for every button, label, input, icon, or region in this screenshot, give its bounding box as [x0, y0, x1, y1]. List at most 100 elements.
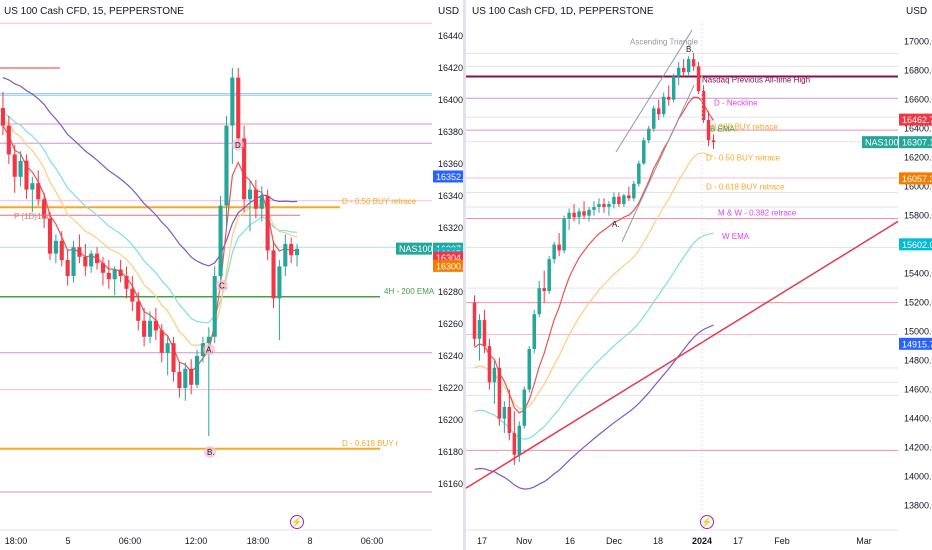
right-candle-body — [582, 211, 586, 216]
right-ma-line-0 — [474, 324, 714, 490]
left-candle-body — [83, 256, 88, 267]
right-price-tag: 16057.3 — [902, 174, 932, 184]
right-candle-body — [671, 76, 676, 100]
right-x-tick: 17 — [733, 536, 743, 546]
right-y-tick: 15800.0 — [904, 211, 932, 221]
right-candle-body — [557, 244, 561, 251]
left-point-marker-1 — [216, 279, 228, 292]
right-y-tick: 16000.0 — [904, 182, 932, 192]
right-candle-body — [597, 204, 601, 207]
right-candle-body — [552, 244, 556, 260]
right-y-tick: 14400.0 — [904, 414, 932, 424]
left-chart-svg[interactable]: 16440.0 16420.0 16400.0 16380.0 16360.0 16340… — [0, 0, 463, 550]
left-ma-line-2 — [2, 118, 298, 347]
right-candle-body — [681, 67, 686, 73]
right-candle-body — [562, 218, 566, 251]
right-y-tick: 16600.0 — [904, 95, 932, 105]
right-chart-svg[interactable]: 17000.0 16800.0 16600.0 16400.0 16200.0 16000… — [466, 0, 932, 550]
left-candle-body — [18, 160, 23, 177]
right-candle-body — [527, 348, 532, 390]
left-candle-body — [259, 196, 264, 209]
left-y-tick: 16280.0 — [438, 287, 463, 297]
right-candle-body — [617, 196, 621, 205]
right-y-tick: 14000.0 — [904, 472, 932, 482]
left-candle-body — [65, 260, 70, 276]
right-y-tick: 16200.0 — [904, 153, 932, 163]
right-y-tick: 14200.0 — [904, 443, 932, 453]
right-price-tag: 16307.1 — [902, 138, 932, 148]
right-candle-body — [537, 288, 541, 315]
right-candle-body — [666, 96, 671, 100]
right-triangle-line-upper — [615, 29, 693, 153]
left-level-label-2: D - 0.618 BUY r — [342, 439, 399, 448]
left-candle-body — [118, 269, 123, 276]
left-candle-body — [147, 320, 153, 337]
left-candle-body — [236, 77, 241, 139]
left-candle-body — [283, 244, 288, 267]
right-y-tick: 13800.0 — [904, 501, 932, 511]
left-candle-body — [136, 301, 141, 321]
left-y-tick: 16440.0 — [438, 31, 463, 41]
right-candle-body — [517, 425, 522, 455]
left-candle-body — [153, 320, 158, 331]
right-lightning-icon[interactable]: ⚡ — [700, 515, 714, 529]
left-ma-line-1 — [2, 112, 298, 324]
right-annotation-8: W EMA — [722, 232, 750, 241]
right-price-tag: NAS100 — [865, 138, 899, 148]
left-candle-body — [271, 250, 276, 299]
right-currency-label: USD — [906, 6, 928, 17]
right-candle-body — [706, 120, 711, 141]
left-candle-body — [200, 343, 205, 356]
right-ma-line-2 — [474, 152, 714, 411]
left-y-tick: 16200.0 — [438, 415, 463, 425]
left-currency-label: USD — [438, 6, 460, 17]
right-x-tick: 2024 — [692, 536, 712, 546]
left-x-tick: 8 — [307, 536, 312, 546]
right-candle-body — [642, 140, 646, 164]
left-price-tag: NAS100 — [399, 244, 433, 254]
left-lightning-icon[interactable]: ⚡ — [290, 515, 304, 529]
left-y-tick: 16320.0 — [438, 223, 463, 233]
left-x-tick: 06:00 — [361, 536, 384, 546]
left-candle-body — [12, 154, 17, 177]
left-candle-body — [177, 372, 182, 388]
right-point-label-1: A. — [612, 220, 620, 229]
right-trendline — [466, 220, 899, 489]
left-point-marker-3 — [204, 446, 216, 458]
right-candle-body — [691, 59, 696, 67]
right-price-tag-bg — [899, 136, 932, 149]
left-candle-body — [159, 330, 164, 353]
left-candle-body — [189, 368, 194, 385]
left-price-tag: 16300.1 — [436, 261, 463, 271]
right-candle-body — [612, 196, 616, 205]
left-candle-body — [100, 263, 105, 273]
right-annotation-5: D - 0.50 BUY retrace — [706, 154, 781, 163]
left-y-tick: 16420.0 — [438, 63, 463, 73]
right-price-tag: 16462.7 — [902, 115, 932, 125]
left-y-tick: 16340.0 — [438, 191, 463, 201]
left-y-tick: 16380.0 — [438, 127, 463, 137]
right-candle-body — [482, 320, 487, 347]
right-candle-body — [547, 259, 551, 292]
left-point-label-3: B. — [207, 448, 215, 457]
left-y-tick: 16360.0 — [438, 159, 463, 169]
left-point-marker-2 — [203, 343, 215, 356]
left-price-tag: 16304.8 — [436, 253, 463, 263]
right-annotation-7: M & W - 0.382 retrace — [718, 209, 797, 218]
left-level-label-1: 4H - 200 EMA — [384, 287, 435, 296]
left-y-tick: 16220.0 — [438, 383, 463, 393]
right-candle-body — [507, 406, 512, 434]
right-candle-body — [472, 302, 477, 339]
left-candle-body — [106, 272, 111, 280]
left-candle-body — [247, 189, 253, 200]
left-candle-body — [265, 196, 270, 251]
left-point-label-0: D. — [235, 141, 243, 150]
left-candle-body — [230, 77, 235, 126]
left-candle-body — [206, 336, 211, 344]
right-chart-panel[interactable]: 17000.0 16800.0 16600.0 16400.0 16200.0 16000… — [466, 0, 932, 550]
left-point-marker-0 — [232, 138, 244, 151]
left-chart-panel[interactable]: 16440.0 16420.0 16400.0 16380.0 16360.0 16340… — [0, 0, 463, 550]
right-candle-body — [567, 212, 571, 219]
panel-divider[interactable] — [463, 0, 466, 550]
left-x-tick: 06:00 — [119, 536, 142, 546]
